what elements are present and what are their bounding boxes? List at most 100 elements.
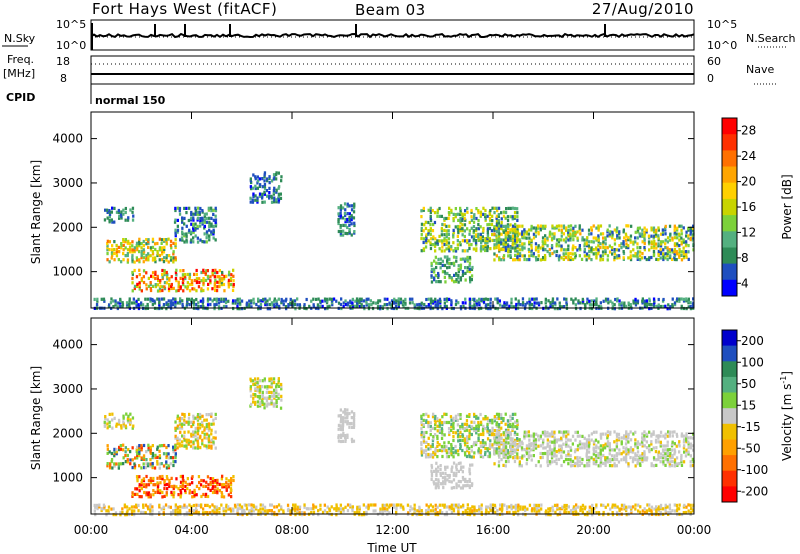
echo-cell — [254, 402, 257, 406]
echo-cell — [486, 248, 489, 253]
echo-cell — [142, 275, 145, 279]
echo-cell — [516, 236, 519, 240]
echo-cell — [119, 462, 123, 466]
echo-cell — [617, 248, 621, 252]
echo-cell — [504, 456, 508, 460]
echo-cell — [657, 242, 660, 246]
echo-cell — [687, 250, 690, 254]
echo-cell — [445, 232, 449, 236]
echo-cell — [599, 301, 602, 305]
echo-cell — [670, 464, 674, 468]
echo-cell — [167, 304, 170, 309]
echo-cell — [511, 215, 514, 219]
echo-cell — [434, 414, 437, 419]
echo-cell — [126, 253, 129, 258]
echo-cell — [599, 256, 603, 260]
echo-cell — [224, 297, 227, 301]
echo-cell — [556, 438, 559, 442]
echo-cell — [486, 447, 489, 451]
echo-cell — [192, 299, 196, 303]
echo-cell — [238, 307, 241, 311]
echo-cell — [199, 414, 202, 418]
echo-cell — [204, 492, 208, 496]
y-tick-label: 3000 — [52, 176, 83, 190]
echo-cell — [676, 228, 679, 232]
echo-cell — [342, 507, 345, 511]
echo-cell — [546, 434, 549, 438]
echo-cell — [126, 260, 129, 264]
echo-cell — [471, 265, 474, 270]
echo-cell — [431, 453, 435, 457]
echo-cell — [687, 446, 690, 450]
echo-cell — [427, 447, 430, 451]
echo-cell — [280, 385, 283, 389]
echo-cell — [152, 476, 155, 481]
echo-cell — [443, 301, 446, 305]
echo-cell — [493, 238, 496, 243]
echo-cell — [622, 450, 625, 454]
echo-cell — [423, 223, 426, 227]
echo-cell — [339, 427, 343, 432]
echo-cell — [252, 382, 255, 387]
echo-cell — [459, 265, 462, 269]
echo-cell — [113, 416, 116, 420]
echo-cell — [207, 440, 211, 444]
echo-cell — [627, 236, 630, 240]
echo-cell — [457, 439, 460, 443]
echo-cell — [541, 452, 544, 456]
echo-cell — [339, 510, 343, 514]
echo-cell — [511, 452, 514, 456]
echo-cell — [176, 424, 179, 428]
echo-cell — [174, 244, 177, 248]
echo-cell — [110, 297, 113, 301]
echo-cell — [569, 224, 573, 228]
echo-cell — [550, 430, 554, 434]
echo-cell — [521, 236, 524, 240]
echo-cell — [195, 302, 198, 307]
echo-cell — [473, 509, 476, 513]
echo-cell — [350, 421, 353, 426]
echo-cell — [429, 210, 432, 214]
echo-cell — [604, 238, 607, 242]
echo-cell — [465, 239, 469, 243]
echo-cell — [159, 279, 162, 283]
echo-cell — [664, 463, 667, 467]
echo-cell — [197, 422, 200, 426]
echo-cell — [512, 456, 515, 460]
echo-cell — [516, 249, 519, 254]
echo-cell — [475, 303, 479, 307]
echo-cell — [479, 441, 482, 445]
echo-cell — [477, 416, 480, 420]
echo-cell — [608, 446, 611, 450]
echo-cell — [298, 507, 301, 511]
echo-cell — [576, 460, 579, 464]
echo-cell — [484, 248, 487, 253]
echo-cell — [249, 177, 252, 181]
echo-cell — [151, 466, 154, 470]
echo-cell — [268, 194, 271, 198]
echo-cell — [634, 252, 637, 256]
echo-cell — [434, 478, 438, 482]
echo-cell — [519, 303, 522, 307]
echo-cell — [202, 268, 205, 272]
echo-cell — [638, 462, 642, 466]
echo-cell — [613, 303, 616, 307]
echo-cell — [521, 242, 524, 246]
echo-cell — [678, 238, 681, 242]
echo-cell — [151, 271, 155, 275]
echo-cell — [352, 416, 356, 420]
echo-cell — [692, 242, 695, 246]
echo-cell — [565, 454, 568, 458]
echo-cell — [473, 303, 476, 307]
echo-cell — [643, 303, 647, 307]
echo-cell — [212, 422, 215, 426]
echo-cell — [239, 507, 242, 511]
echo-cell — [420, 226, 423, 230]
echo-cell — [567, 244, 570, 248]
echo-cell — [225, 274, 228, 278]
echo-cell — [491, 426, 494, 430]
echo-cell — [477, 209, 480, 213]
echo-cell — [504, 248, 507, 253]
echo-cell — [256, 196, 259, 200]
echo-cell — [138, 281, 141, 285]
